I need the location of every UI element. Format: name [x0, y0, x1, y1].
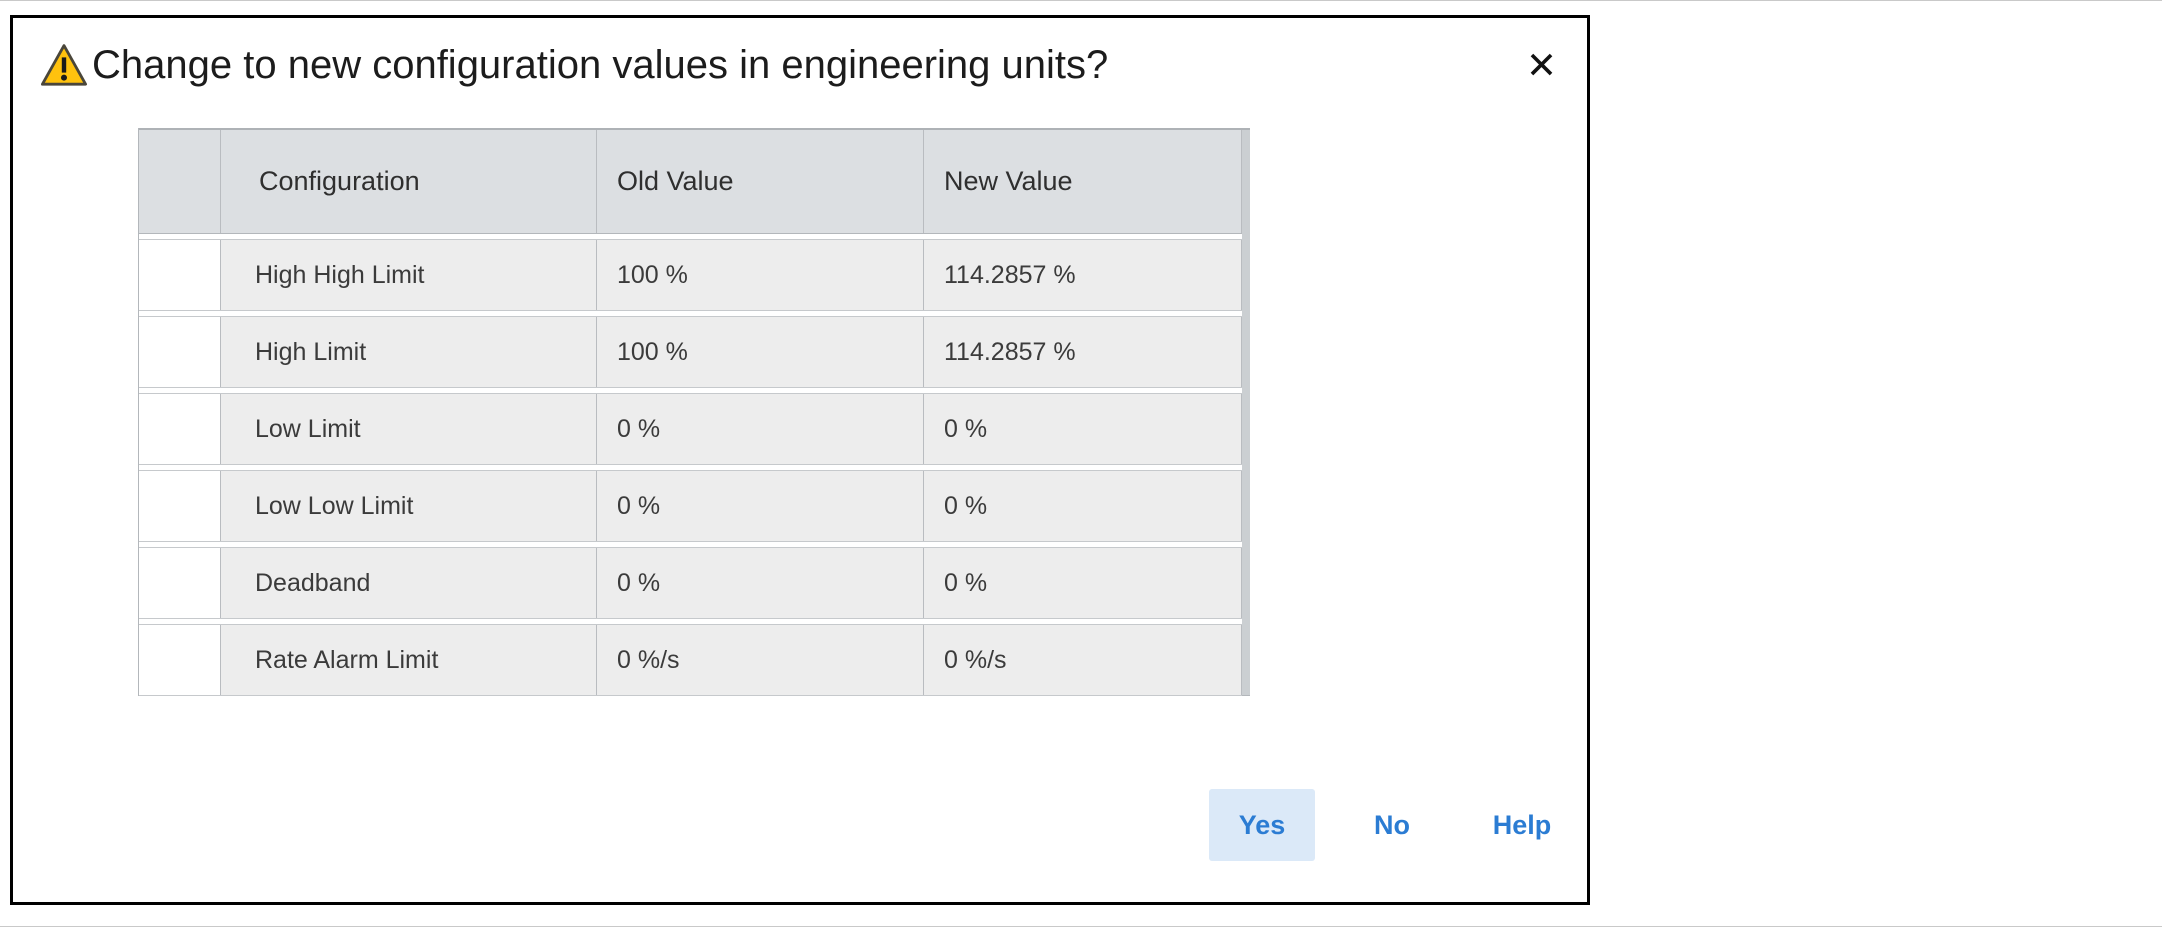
row-configuration: Rate Alarm Limit [221, 625, 597, 695]
header-configuration: Configuration [221, 130, 597, 233]
row-configuration: Low Limit [221, 394, 597, 464]
row-new-value: 114.2857 % [924, 240, 1242, 310]
configuration-table: Configuration Old Value New Value High H… [138, 128, 1250, 696]
table-scrollbar-track[interactable] [1242, 128, 1250, 696]
no-button[interactable]: No [1339, 789, 1445, 861]
row-selector-cell[interactable] [139, 625, 221, 695]
row-configuration: Low Low Limit [221, 471, 597, 541]
table-body: Configuration Old Value New Value High H… [138, 128, 1242, 696]
row-selector-cell[interactable] [139, 471, 221, 541]
row-old-value: 0 % [597, 394, 924, 464]
header-new-value: New Value [924, 130, 1242, 233]
help-button[interactable]: Help [1469, 789, 1575, 861]
row-new-value: 0 %/s [924, 625, 1242, 695]
table-row[interactable]: Rate Alarm Limit 0 %/s 0 %/s [139, 624, 1242, 696]
table-row[interactable]: High Limit 100 % 114.2857 % [139, 316, 1242, 388]
row-configuration: High Limit [221, 317, 597, 387]
row-old-value: 100 % [597, 317, 924, 387]
close-icon[interactable]: ✕ [1522, 47, 1561, 84]
yes-button[interactable]: Yes [1209, 789, 1315, 861]
dialog-footer: Yes No Help [13, 789, 1587, 861]
row-new-value: 0 % [924, 394, 1242, 464]
table-row[interactable]: High High Limit 100 % 114.2857 % [139, 239, 1242, 311]
row-selector-cell[interactable] [139, 394, 221, 464]
row-old-value: 0 %/s [597, 625, 924, 695]
table-row[interactable]: Low Limit 0 % 0 % [139, 393, 1242, 465]
row-new-value: 0 % [924, 471, 1242, 541]
header-selector-cell [139, 130, 221, 233]
row-selector-cell[interactable] [139, 548, 221, 618]
table-row[interactable]: Low Low Limit 0 % 0 % [139, 470, 1242, 542]
row-configuration: Deadband [221, 548, 597, 618]
row-selector-cell[interactable] [139, 240, 221, 310]
row-new-value: 114.2857 % [924, 317, 1242, 387]
header-old-value: Old Value [597, 130, 924, 233]
row-selector-cell[interactable] [139, 317, 221, 387]
confirmation-dialog: Change to new configuration values in en… [10, 15, 1590, 905]
dialog-header: Change to new configuration values in en… [13, 18, 1587, 98]
table-row[interactable]: Deadband 0 % 0 % [139, 547, 1242, 619]
table-header-row: Configuration Old Value New Value [139, 128, 1242, 234]
row-old-value: 100 % [597, 240, 924, 310]
row-new-value: 0 % [924, 548, 1242, 618]
row-old-value: 0 % [597, 548, 924, 618]
dialog-title: Change to new configuration values in en… [92, 42, 1109, 87]
warning-icon [40, 43, 88, 87]
row-old-value: 0 % [597, 471, 924, 541]
row-configuration: High High Limit [221, 240, 597, 310]
